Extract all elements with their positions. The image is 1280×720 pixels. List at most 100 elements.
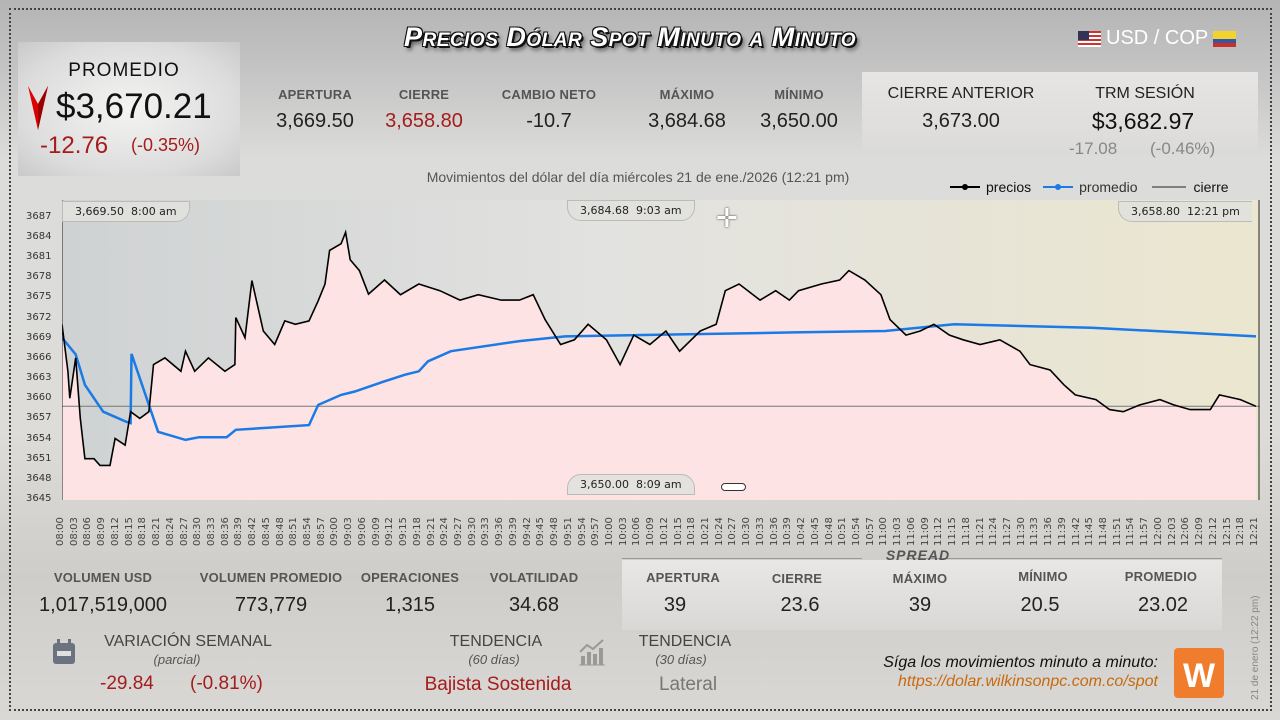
x-tick-label: 12:09 [1194, 517, 1206, 546]
y-tick-label: 3660 [26, 392, 52, 404]
x-tick-label: 08:42 [247, 517, 259, 546]
zoom-handle[interactable] [721, 483, 746, 491]
y-tick-label: 3648 [26, 472, 52, 484]
pair-label: USD / COP [1106, 27, 1209, 49]
x-tick-label: 11:12 [933, 517, 945, 546]
y-tick-label: 3675 [26, 291, 52, 303]
legend-cierre-swatch [1151, 186, 1186, 188]
weekly-change: -29.84 [100, 673, 154, 694]
x-tick-label: 08:45 [260, 517, 272, 546]
price-chart[interactable] [62, 200, 1260, 500]
x-tick-label: 11:51 [1111, 517, 1123, 546]
x-tick-label: 08:51 [288, 517, 300, 546]
bottom-stat-label: OPERACIONES [360, 570, 460, 585]
x-tick-label: 10:51 [837, 517, 849, 546]
x-tick-label: 08:54 [302, 517, 314, 546]
x-tick-label: 09:36 [494, 517, 506, 546]
y-tick-label: 3672 [26, 311, 52, 323]
x-tick-label: 10:24 [713, 517, 725, 546]
x-tick-label: 10:30 [741, 517, 753, 546]
stat-label: MÍNIMO [774, 87, 824, 102]
y-tick-label: 3657 [26, 412, 52, 424]
divider [906, 558, 1222, 559]
min-value: 3,650.00 [580, 478, 629, 491]
cierre-anterior-value: 3,673.00 [922, 110, 1000, 132]
close-annotation: 3,658.80 12:21 pm [1118, 201, 1252, 222]
trend30-sub: (30 días) [655, 652, 707, 667]
down-arrow-icon [28, 86, 48, 130]
x-tick-label: 09:33 [480, 517, 492, 546]
divider [622, 558, 862, 559]
min-time: 8:09 am [635, 478, 682, 491]
bottom-stat-label: VOLUMEN PROMEDIO [199, 570, 343, 585]
x-tick-label: 11:36 [1043, 517, 1055, 546]
stat-value: 3,684.68 [648, 110, 726, 132]
open-annotation: 3,669.50 8:00 am [62, 201, 190, 222]
legend-promedio-swatch [1043, 184, 1074, 190]
brand-logo[interactable]: W [1174, 648, 1224, 698]
promedio-change: -12.76 [40, 132, 109, 159]
y-tick-label: 3678 [26, 271, 52, 283]
crosshair-icon[interactable]: ✛ [716, 203, 738, 233]
x-tick-label: 11:54 [1125, 517, 1137, 546]
footer-url[interactable]: https://dolar.wilkinsonpc.com.co/spot [898, 673, 1158, 690]
x-tick-label: 08:24 [164, 517, 176, 546]
spread-panel [622, 560, 1222, 630]
y-tick-label: 3654 [26, 432, 52, 444]
trm-change: -17.08 [1069, 139, 1118, 158]
x-tick-label: 10:21 [700, 517, 712, 546]
colombia-flag-icon [1213, 30, 1237, 47]
x-tick-label: 11:30 [1015, 517, 1027, 546]
x-tick-label: 10:33 [754, 517, 766, 546]
stat-label: APERTURA [278, 87, 352, 102]
x-tick-label: 09:57 [590, 517, 602, 546]
x-tick-label: 09:00 [329, 517, 341, 546]
us-flag-icon [1078, 30, 1101, 47]
x-tick-label: 09:15 [398, 517, 410, 546]
y-tick-label: 3666 [26, 351, 52, 363]
x-tick-label: 11:15 [947, 517, 959, 546]
x-tick-label: 08:33 [205, 517, 217, 546]
x-tick-label: 09:21 [425, 517, 437, 546]
spread-label: MÍNIMO [1018, 569, 1068, 584]
spread-value: 20.5 [1020, 594, 1060, 616]
x-tick-label: 08:12 [109, 517, 121, 546]
min-annotation: 3,650.00 8:09 am [567, 474, 695, 495]
x-tick-label: 11:03 [892, 517, 904, 546]
x-tick-label: 10:45 [809, 517, 821, 546]
legend-precios-swatch [950, 184, 980, 190]
spread-title: SPREAD [885, 547, 951, 563]
weekly-sub: (parcial) [153, 652, 201, 667]
x-tick-label: 10:15 [672, 517, 684, 546]
open-time: 8:00 am [130, 205, 177, 218]
y-tick-label: 3663 [26, 372, 52, 384]
bottom-stat-label: VOLUMEN USD [53, 570, 153, 585]
bottom-stat-value: 1,315 [384, 594, 436, 616]
stat-label: MÁXIMO [659, 87, 715, 102]
bottom-stat-value: 773,779 [234, 594, 308, 616]
bottom-stat-value: 34.68 [508, 594, 560, 616]
trend60-sub: (60 días) [468, 652, 520, 667]
trend60-label: TENDENCIA [449, 633, 543, 650]
x-tick-label: 08:27 [178, 517, 190, 546]
x-tick-label: 09:30 [466, 517, 478, 546]
y-tick-label: 3687 [26, 210, 52, 222]
x-tick-label: 09:39 [507, 517, 519, 546]
promedio-panel [18, 42, 240, 176]
trm-change-pct: (-0.46%) [1150, 139, 1216, 158]
x-tick-label: 09:18 [411, 517, 423, 546]
spread-label: PROMEDIO [1124, 569, 1198, 584]
stat-value: 3,669.50 [276, 110, 354, 132]
bottom-stat-value: 1,017,519,000 [39, 594, 167, 616]
footer-cta: Síga los movimientos minuto a minuto: [883, 654, 1158, 671]
cierre-anterior-label: CIERRE ANTERIOR [887, 85, 1035, 102]
spread-value: 23.02 [1137, 594, 1189, 616]
x-tick-label: 12:06 [1180, 517, 1192, 546]
legend-promedio: promedio [1079, 179, 1138, 195]
x-tick-label: 12:21 [1249, 517, 1260, 546]
x-tick-label: 10:12 [658, 517, 670, 546]
x-tick-label: 09:03 [343, 517, 355, 546]
spread-value: 39 [663, 594, 687, 616]
calendar-icon [53, 639, 75, 664]
x-tick-label: 10:03 [617, 517, 629, 546]
